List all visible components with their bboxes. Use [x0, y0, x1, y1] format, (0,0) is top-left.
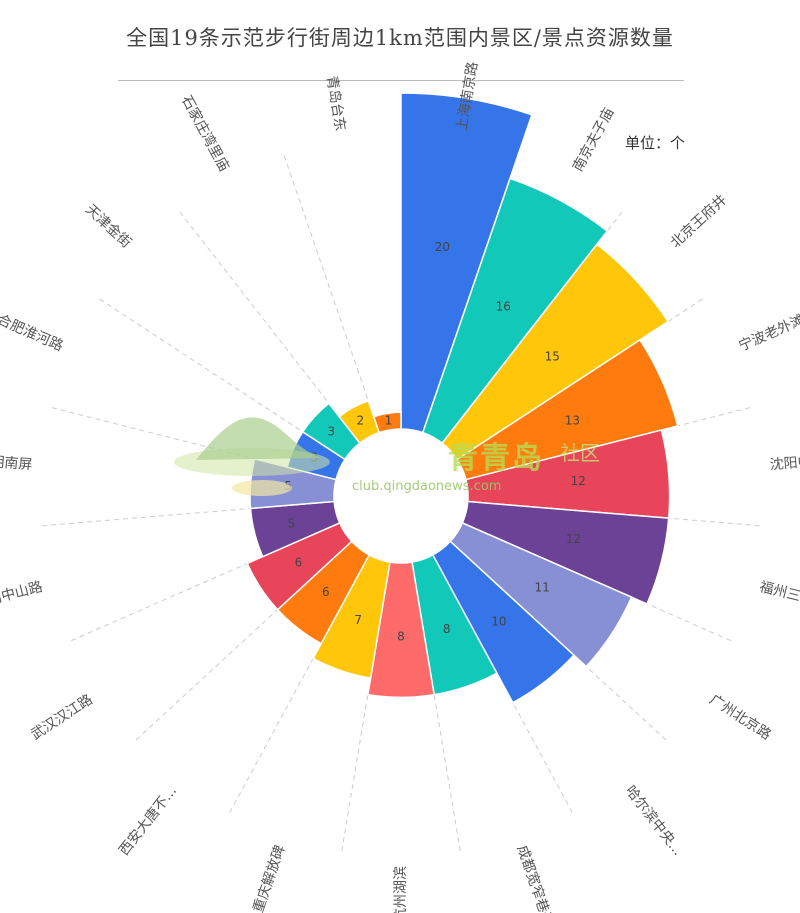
value-label: 8	[397, 629, 405, 643]
value-label: 5	[287, 516, 295, 530]
rose-bar	[301, 402, 361, 461]
category-label: 南京夫子庙	[570, 105, 617, 174]
category-label: 广州北京路	[706, 692, 773, 744]
category-label: 青岛台东	[323, 74, 348, 132]
category-label: 石家庄湾里庙	[178, 92, 233, 174]
category-label: 天津金街	[82, 202, 134, 252]
value-label: 10	[491, 614, 506, 628]
title-divider	[118, 80, 684, 81]
category-label: 宁波老外滩	[736, 311, 800, 355]
unit-label: 单位：个	[624, 134, 685, 152]
rose-bar	[456, 338, 679, 481]
rose-bars	[246, 92, 679, 704]
value-label: 13	[565, 413, 580, 427]
value-label: 12	[566, 532, 581, 546]
watermark-url: club.qingdaonews.com	[352, 479, 502, 494]
rose-bar	[461, 500, 670, 605]
value-label: 20	[435, 240, 450, 254]
category-label: 哈尔滨中央...	[622, 783, 686, 859]
rose-bar	[312, 553, 391, 679]
value-label: 8	[443, 622, 451, 636]
category-label: 沈阳中街	[769, 453, 800, 474]
value-label: 16	[496, 300, 511, 314]
value-label: 2	[356, 413, 364, 427]
chart-title: 全国19条示范步行街周边1km范围内景区/景点资源数量	[126, 26, 674, 50]
category-label: 成都宽窄巷子	[514, 843, 557, 913]
watermark-graphic	[174, 417, 330, 496]
value-label: 7	[354, 613, 362, 627]
value-label: 1	[385, 413, 393, 427]
rose-bar	[441, 243, 670, 461]
category-label: 昆明南屏	[0, 453, 33, 474]
category-label: 重庆解放碑	[251, 843, 289, 913]
value-label: 3	[327, 424, 335, 438]
rose-bar	[400, 92, 533, 434]
value-label: 6	[295, 555, 303, 569]
category-label: 杭州湖滨	[393, 866, 409, 913]
rose-bar	[246, 521, 353, 611]
watermark-logo: 青青岛	[448, 441, 544, 476]
value-label: 11	[535, 581, 550, 595]
value-label: 6	[322, 585, 330, 599]
rose-bar	[338, 399, 381, 445]
rose-bar	[372, 411, 402, 434]
value-label: 15	[545, 349, 560, 363]
value-label: 12	[571, 474, 586, 488]
rose-bar	[421, 177, 609, 445]
category-label: 厦门中山路	[0, 579, 44, 612]
category-label: 合肥淮河路	[0, 312, 65, 355]
category-label: 福州三坊七巷	[758, 579, 800, 615]
category-label: 西安大唐不...	[115, 782, 180, 858]
rose-bar	[449, 521, 633, 668]
watermark-sub: 社区	[560, 441, 600, 465]
rose-bar	[465, 429, 671, 519]
rose-bar	[431, 540, 575, 704]
category-label: 北京王府井	[668, 192, 730, 251]
grid-line	[283, 155, 380, 433]
category-label: 武汉汉江路	[28, 692, 95, 744]
